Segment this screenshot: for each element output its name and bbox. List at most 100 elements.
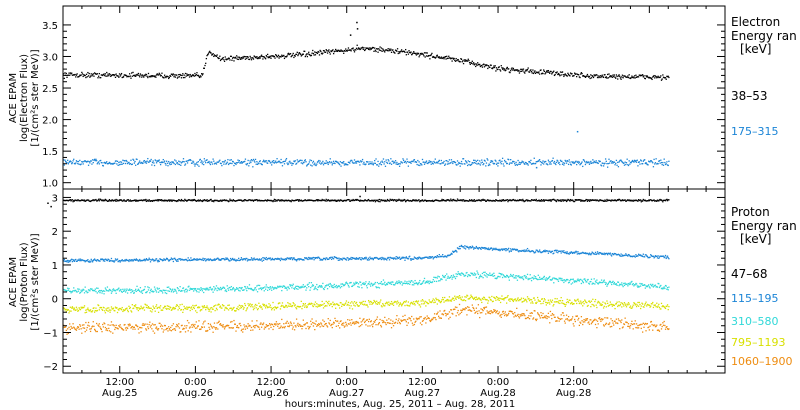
- data-point: [555, 163, 557, 166]
- data-point: [652, 166, 655, 168]
- data-point: [148, 75, 150, 78]
- data-point: [284, 160, 286, 162]
- data-point: [608, 252, 610, 255]
- data-point: [262, 161, 264, 163]
- data-point: [453, 276, 455, 278]
- data-point: [411, 258, 413, 260]
- data-point: [270, 199, 272, 202]
- data-point: [69, 310, 71, 312]
- data-point: [363, 199, 366, 201]
- data-point: [614, 253, 616, 255]
- data-point: [502, 199, 504, 201]
- data-point: [640, 74, 642, 76]
- data-point: [258, 259, 260, 261]
- data-point: [483, 199, 485, 201]
- data-point: [609, 199, 611, 201]
- data-point: [436, 254, 438, 257]
- data-point: [186, 200, 188, 202]
- data-point: [112, 74, 115, 76]
- data-point: [95, 287, 98, 289]
- data-point: [421, 164, 423, 166]
- data-point: [105, 258, 107, 261]
- data-point: [309, 289, 311, 291]
- data-point: [340, 283, 342, 285]
- data-point: [89, 76, 91, 78]
- data-point: [398, 198, 400, 201]
- data-point: [615, 159, 618, 162]
- data-point: [397, 281, 399, 284]
- data-point: [567, 279, 569, 281]
- data-point: [530, 69, 532, 71]
- data-point: [141, 161, 143, 164]
- data-point: [427, 200, 430, 202]
- data-point: [98, 200, 100, 202]
- data-point: [129, 306, 131, 309]
- data-point: [415, 282, 418, 284]
- data-point: [565, 199, 567, 201]
- data-point: [593, 199, 595, 202]
- data-point: [555, 200, 557, 202]
- data-point: [639, 74, 641, 76]
- data-point: [576, 161, 578, 163]
- data-point: [240, 258, 242, 261]
- data-point: [214, 259, 216, 261]
- data-point: [267, 162, 269, 164]
- data-point: [92, 259, 94, 262]
- data-point: [588, 253, 590, 256]
- data-point: [467, 160, 469, 162]
- data-point: [516, 200, 518, 202]
- data-point: [550, 70, 552, 73]
- data-point: [299, 159, 301, 162]
- data-point: [643, 199, 645, 201]
- data-point: [613, 281, 616, 284]
- data-point: [235, 288, 237, 290]
- data-point: [358, 47, 360, 50]
- data-point: [149, 76, 151, 78]
- data-point: [475, 65, 477, 68]
- data-point: [170, 291, 173, 293]
- data-point: [180, 198, 183, 201]
- data-point: [260, 54, 263, 56]
- data-point: [361, 200, 363, 202]
- data-point: [322, 52, 324, 54]
- data-point: [473, 247, 475, 249]
- data-point: [610, 254, 612, 256]
- data-point: [650, 254, 653, 257]
- data-point: [362, 258, 364, 260]
- data-point: [65, 260, 67, 262]
- data-point: [499, 199, 501, 201]
- data-point: [551, 278, 554, 280]
- data-point: [474, 63, 476, 65]
- data-point: [67, 309, 69, 311]
- data-point: [223, 305, 225, 307]
- data-point: [204, 306, 206, 309]
- data-point: [469, 274, 471, 277]
- data-point: [385, 283, 387, 286]
- data-point: [434, 199, 436, 201]
- data-point: [262, 257, 264, 259]
- data-point: [107, 290, 109, 292]
- data-point: [526, 70, 528, 72]
- data-point: [580, 72, 583, 74]
- data-point: [381, 160, 383, 162]
- data-point: [67, 289, 70, 291]
- data-point: [465, 272, 467, 274]
- data-point: [536, 200, 538, 202]
- data-point: [577, 73, 579, 76]
- data-point: [543, 199, 545, 201]
- data-point: [448, 277, 451, 279]
- data-point: [108, 290, 110, 292]
- data-point: [427, 257, 429, 259]
- data-point: [614, 76, 616, 78]
- data-point: [159, 75, 162, 77]
- data-point: [108, 260, 111, 262]
- data-point: [263, 160, 265, 162]
- data-point: [167, 258, 169, 261]
- data-point: [99, 160, 101, 162]
- data-point: [226, 200, 228, 202]
- data-point: [454, 161, 457, 164]
- data-point: [658, 200, 660, 202]
- data-point: [396, 280, 398, 283]
- data-point: [188, 306, 190, 308]
- data-point: [446, 163, 449, 165]
